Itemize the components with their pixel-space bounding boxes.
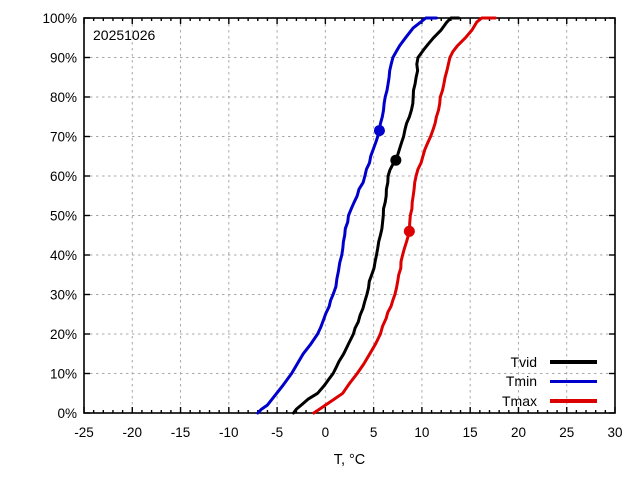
y-tick-label: 70%: [50, 129, 77, 144]
y-tick-label: 0%: [57, 406, 77, 421]
y-tick-label: 100%: [42, 11, 77, 26]
x-tick-label: -20: [123, 425, 143, 440]
y-tick-label: 60%: [50, 169, 77, 184]
x-tick-label: 5: [370, 425, 378, 440]
legend: Tvid Tmin Tmax: [502, 352, 597, 411]
x-tick-label: 25: [559, 425, 574, 440]
x-tick-label: 30: [607, 425, 622, 440]
legend-line-sample-tvid: [550, 360, 597, 364]
legend-item-tvid: Tvid: [502, 352, 597, 372]
x-tick-label: -15: [171, 425, 191, 440]
y-tick-label: 80%: [50, 90, 77, 105]
curve-tmin: [256, 16, 438, 415]
y-tick-label: 90%: [50, 50, 77, 65]
y-tick-label: 20%: [50, 327, 77, 342]
curve-tmax: [312, 16, 497, 415]
x-tick-label: 10: [414, 425, 429, 440]
legend-label-tmax: Tmax: [502, 392, 537, 409]
x-tick-label: -5: [271, 425, 283, 440]
plot-frame: [83, 17, 616, 414]
y-tick-label: 30%: [50, 287, 77, 302]
y-tick-label: 40%: [50, 248, 77, 263]
legend-item-tmax: Tmax: [502, 391, 597, 411]
legend-label-tvid: Tvid: [510, 353, 537, 370]
y-tick-label: 10%: [50, 366, 77, 381]
marker-dot-tmin: [373, 125, 385, 137]
x-tick-label: 0: [322, 425, 330, 440]
x-axis-title: T, °C: [333, 452, 366, 468]
x-tick-label: -10: [219, 425, 239, 440]
marker-dot-tvid: [390, 154, 402, 166]
x-tick-label: 15: [463, 425, 478, 440]
marker-dot-tmax: [403, 225, 415, 237]
legend-line-sample-tmin: [550, 379, 597, 383]
legend-item-tmin: Tmin: [502, 372, 597, 392]
legend-line-sample-tmax: [550, 399, 597, 403]
x-tick-label: 20: [511, 425, 526, 440]
legend-label-tmin: Tmin: [505, 373, 537, 390]
y-tick-label: 50%: [50, 208, 77, 223]
date-label: 20251026: [93, 27, 156, 43]
curve-tvid: [292, 16, 461, 415]
x-tick-label: -25: [74, 425, 94, 440]
